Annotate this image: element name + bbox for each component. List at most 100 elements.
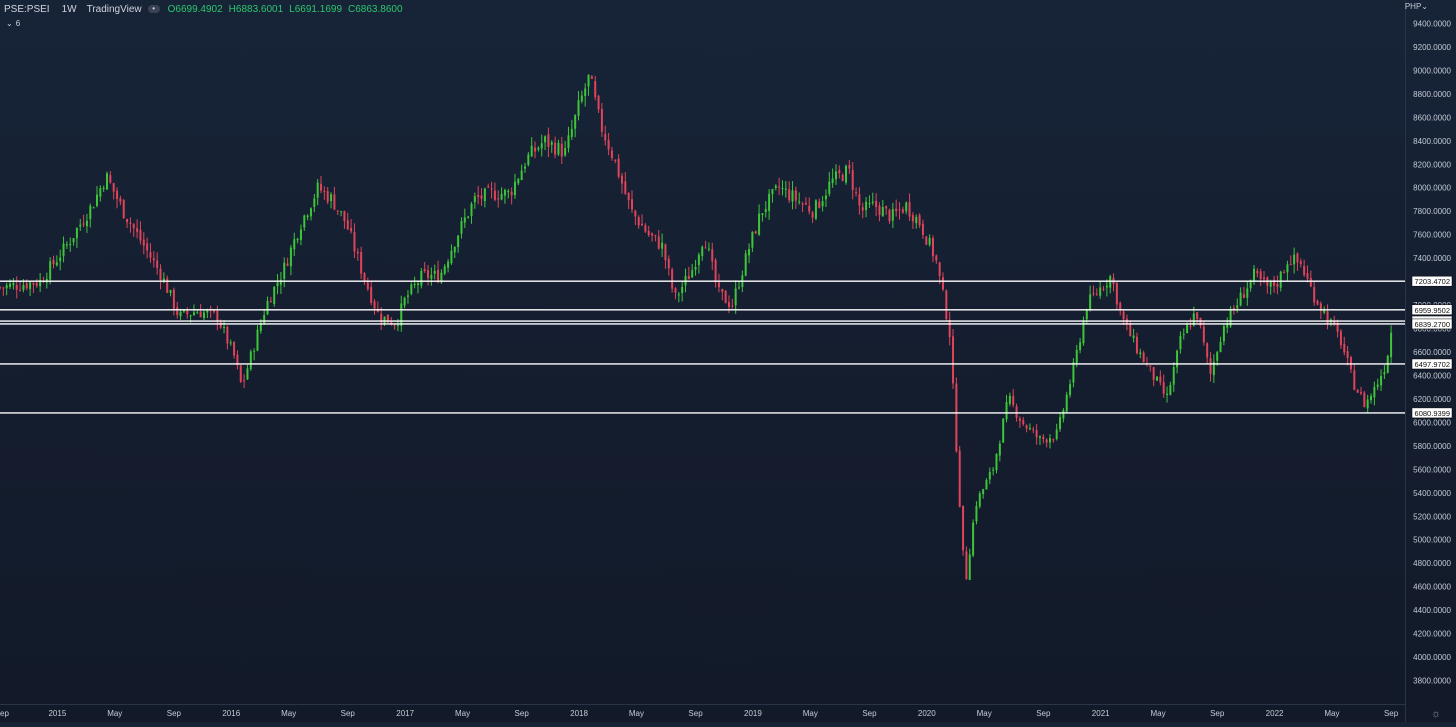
candle-body [303, 215, 306, 228]
candle-body [968, 554, 971, 581]
candle-body [921, 223, 924, 236]
candle-body [2, 287, 5, 289]
indicators-toggle[interactable]: ⌄ 6 [6, 17, 20, 29]
currency-selector[interactable]: PHP⌄ [1405, 2, 1428, 11]
candle-body [202, 312, 205, 319]
candle-body [604, 133, 607, 141]
candle-body [353, 231, 356, 252]
candle-body [483, 188, 486, 201]
level-label-box [1411, 275, 1453, 287]
candle-body [89, 205, 92, 220]
candle-body [350, 228, 353, 232]
candle-body [1269, 280, 1272, 287]
candle-body [1276, 283, 1279, 287]
candle-body [1109, 276, 1112, 288]
candle-body [1176, 350, 1179, 368]
candle-body [299, 229, 302, 240]
price-tick-label: 4400.0000 [1413, 606, 1451, 615]
candle-body [1383, 372, 1386, 375]
candle-body [1376, 384, 1379, 387]
candle-body [473, 196, 476, 203]
candle-body [1179, 335, 1182, 350]
candle-body [396, 325, 399, 327]
candle-body [85, 220, 88, 227]
candle-body [888, 209, 891, 222]
candle-body [29, 282, 32, 289]
candle-body [1182, 334, 1185, 336]
candle-body [346, 220, 349, 230]
candle-body [1212, 361, 1215, 376]
horizontal-levels-group[interactable] [0, 280, 1405, 414]
time-tick-label: 2022 [1266, 709, 1284, 718]
candle-body [1015, 406, 1018, 418]
price-tick-label: 8600.0000 [1413, 113, 1451, 122]
candle-body [513, 181, 516, 196]
price-tick-label: 5000.0000 [1413, 536, 1451, 545]
candle-body [861, 207, 864, 211]
candle-body [935, 255, 938, 261]
level-label-box [1411, 318, 1453, 330]
candle-body [1363, 392, 1366, 408]
candle-body [858, 194, 861, 206]
candle-body [1343, 343, 1346, 353]
candle-body [1025, 425, 1028, 429]
candle-body [1038, 436, 1041, 438]
candle-body [681, 286, 684, 294]
candle-body [132, 224, 135, 229]
candle-body [952, 336, 955, 384]
open-value: O6699.4902 [167, 3, 223, 15]
candle-body [1139, 352, 1142, 355]
candle-body [1169, 384, 1172, 395]
candle-body [754, 231, 757, 234]
price-tick-label: 5600.0000 [1413, 465, 1451, 474]
candle-body [948, 319, 951, 338]
candle-body [182, 309, 185, 312]
candle-body [671, 269, 674, 289]
candle-body [697, 254, 700, 266]
candle-body [1062, 410, 1065, 419]
candle-body [126, 219, 129, 223]
time-tick-label: 2020 [918, 709, 936, 718]
symbol-name[interactable]: PSE:PSEI [4, 3, 50, 15]
price-tick-label: 6600.0000 [1413, 348, 1451, 357]
candle-body [524, 166, 527, 169]
candle-body [784, 188, 787, 190]
interval-label[interactable]: 1W [61, 3, 77, 15]
candle-body [791, 190, 794, 202]
candle-body [309, 208, 312, 217]
candle-body [738, 287, 741, 289]
candle-body [95, 194, 98, 206]
candle-body [330, 194, 333, 202]
candle-body [651, 233, 654, 236]
candle-body [734, 288, 737, 306]
time-tick-label: May [281, 709, 296, 718]
candle-body [380, 313, 383, 323]
price-axis[interactable]: 3800.0000 4000.0000 4200.0000 4400.0000 4600… [1413, 19, 1451, 685]
candle-body [420, 270, 423, 286]
candle-body [243, 380, 246, 382]
time-tick-label: May [977, 709, 992, 718]
candle-body [788, 189, 791, 201]
candle-body [152, 258, 155, 261]
candle-body [156, 260, 159, 269]
candle-body [236, 354, 239, 366]
candle-body [1319, 303, 1322, 312]
candle-body [1242, 294, 1245, 298]
candle-body [1216, 352, 1219, 361]
candle-body [79, 224, 82, 227]
candle-body [1008, 395, 1011, 404]
candle-body [306, 215, 309, 218]
candle-body [65, 244, 68, 246]
candle-body [891, 208, 894, 221]
candle-body [416, 283, 419, 285]
market-status-icon[interactable]: • [147, 5, 160, 13]
candle-body [1166, 393, 1169, 395]
candle-body [958, 450, 961, 507]
gear-icon[interactable]: ☼ [1430, 708, 1442, 720]
candle-body [343, 210, 346, 222]
time-axis[interactable]: ep 2015 May Sep 2016 May Sep 2017 May Sep 2018 May S… [0, 709, 1399, 718]
candle-body [537, 147, 540, 150]
candle-body [213, 309, 216, 312]
